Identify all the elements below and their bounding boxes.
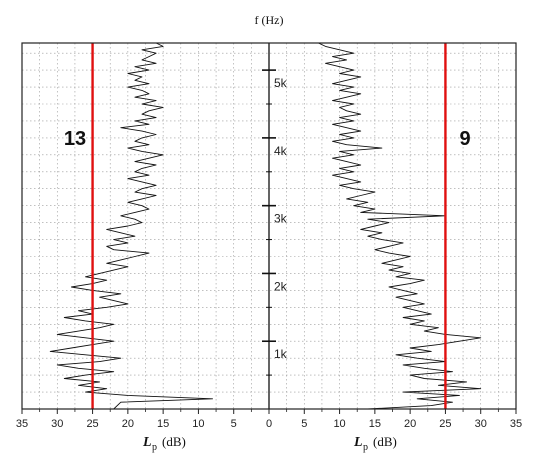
x-tick-label-right: 25	[439, 418, 451, 430]
plot-frame	[21, 42, 517, 410]
annotation-left: 13	[64, 128, 86, 150]
x-tick-label-right: 20	[404, 418, 416, 430]
top-axis-title: f (Hz)	[255, 13, 284, 27]
axis-ticks: 35 30 25 20 15 10 5 0 5 10 15 20 25 30 35 1k 2k 3k 4k 5k	[16, 69, 522, 430]
freq-tick-label: 2k	[274, 279, 288, 293]
x-axis-title-left-unit: (dB)	[162, 434, 186, 449]
series-right-group	[318, 42, 482, 410]
freq-tick-label: 1k	[274, 347, 288, 361]
x-axis-title-right-symbol: L	[353, 435, 363, 450]
x-tick-label-left: 5	[231, 418, 237, 430]
freq-tick-label: 4k	[274, 144, 288, 158]
x-axis-title-left-sub: p	[152, 442, 157, 453]
x-tick-label-left: 35	[16, 418, 28, 430]
x-axis-title-right-unit: (dB)	[373, 434, 397, 449]
x-tick-label-left: 25	[86, 418, 98, 430]
x-tick-label-right: 10	[333, 418, 345, 430]
x-axis-title-left-symbol: L	[142, 435, 152, 450]
series-right-line	[318, 42, 482, 410]
x-tick-label-left: 10	[192, 418, 204, 430]
x-axis-title-right: L p (dB)	[353, 434, 397, 453]
x-tick-label-left: 0	[266, 418, 272, 430]
freq-tick-label: 5k	[274, 76, 288, 90]
x-tick-label-right: 15	[369, 418, 381, 430]
x-axis-title-right-sub: p	[363, 442, 368, 453]
series-left-line	[49, 42, 213, 410]
threshold-lines	[91, 43, 447, 409]
x-tick-label-left: 20	[122, 418, 134, 430]
annotation-right: 9	[459, 128, 470, 150]
x-tick-label-left: 30	[51, 418, 63, 430]
x-tick-label-left: 15	[157, 418, 169, 430]
x-axis-title-left: L p (dB)	[142, 434, 186, 453]
freq-tick-label: 3k	[274, 212, 288, 226]
x-tick-label-right: 5	[301, 418, 307, 430]
x-tick-label-right: 30	[475, 418, 487, 430]
x-tick-label-right: 35	[510, 418, 522, 430]
series-left-group	[49, 42, 213, 410]
